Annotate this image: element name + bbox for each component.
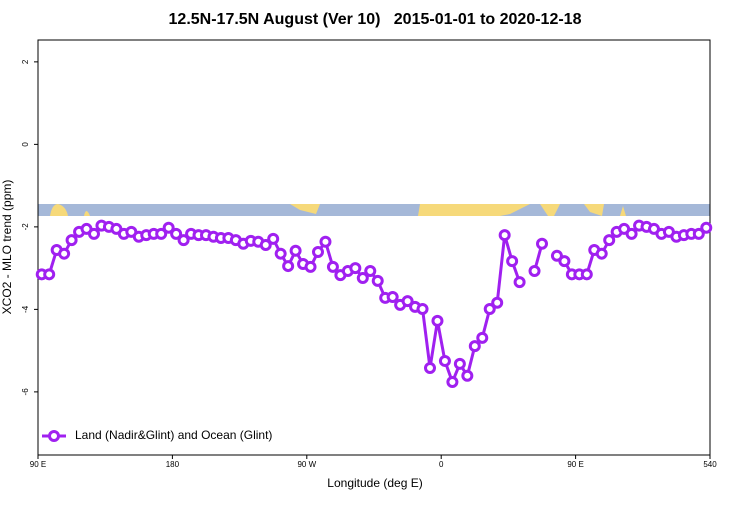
data-point: [692, 227, 705, 240]
data-point: [513, 276, 526, 289]
x-tick-label: 180: [166, 460, 180, 469]
data-point: [364, 265, 377, 278]
data-point: [431, 314, 444, 327]
data-point: [289, 244, 302, 257]
data-point: [603, 234, 616, 247]
data-point: [401, 295, 414, 308]
x-tick-label: 90 W: [297, 460, 316, 469]
data-point: [274, 247, 287, 260]
y-tick-label: -4: [21, 305, 30, 313]
x-tick-label: 90 E: [567, 460, 583, 469]
data-point: [304, 260, 317, 273]
data-point: [700, 221, 713, 234]
data-point: [319, 235, 332, 248]
y-tick-label: -6: [21, 388, 30, 396]
data-point: [506, 255, 519, 268]
data-point: [416, 302, 429, 315]
plot-frame: [37, 39, 711, 456]
data-point: [282, 260, 295, 273]
y-tick-label: -2: [21, 223, 30, 231]
chart-title: 12.5N-17.5N August (Ver 10) 2015-01-01 t…: [169, 11, 582, 28]
data-point: [155, 227, 168, 240]
x-tick-label: 0: [439, 460, 444, 469]
data-point: [595, 247, 608, 260]
legend-marker: [48, 430, 60, 442]
data-point: [65, 234, 78, 247]
data-point: [491, 296, 504, 309]
x-tick-label: 540: [703, 460, 717, 469]
data-point: [446, 375, 459, 388]
data-point: [558, 255, 571, 268]
y-axis-label: XCO2 - MLO trend (ppm): [0, 180, 14, 315]
data-point: [483, 302, 496, 315]
legend-label: Land (Nadir&Glint) and Ocean (Glint): [75, 428, 272, 442]
data-point: [468, 340, 481, 353]
data-point: [326, 260, 339, 273]
data-point: [536, 237, 548, 250]
data-point: [625, 227, 638, 240]
data-point: [438, 354, 451, 367]
data-point: [349, 262, 362, 275]
land-ocean-band: [38, 204, 710, 216]
data-point: [43, 268, 56, 281]
data-point: [424, 361, 436, 374]
data-point: [88, 227, 100, 240]
data-point: [528, 265, 541, 278]
data-point: [498, 229, 511, 242]
x-tick-label: 90 E: [30, 460, 46, 469]
legend: Land (Nadir&Glint) and Ocean (Glint): [42, 428, 272, 442]
x-axis-label: Longitude (deg E): [327, 476, 422, 490]
data-point: [58, 247, 71, 260]
data-point: [580, 268, 593, 281]
data-point: [177, 234, 190, 247]
y-tick-label: 2: [21, 59, 30, 64]
data-point: [170, 227, 183, 240]
data-point: [476, 331, 489, 344]
data-point: [267, 232, 280, 245]
data-point: [386, 291, 399, 304]
y-tick-label: 0: [21, 142, 30, 147]
data-point: [162, 221, 175, 234]
data-point: [312, 246, 324, 259]
data-point: [356, 272, 369, 285]
data-point: [259, 239, 272, 252]
data-point: [371, 274, 384, 287]
data-point: [550, 249, 563, 262]
data-point: [453, 357, 466, 370]
data-point: [461, 369, 474, 382]
